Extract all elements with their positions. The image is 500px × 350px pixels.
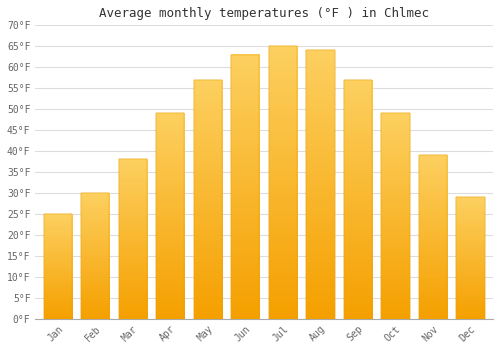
Bar bbox=[269, 46, 297, 318]
Bar bbox=[306, 50, 334, 318]
Bar bbox=[232, 55, 260, 318]
Bar bbox=[456, 197, 484, 318]
Bar bbox=[156, 113, 184, 318]
Bar bbox=[382, 113, 409, 318]
Bar bbox=[44, 214, 72, 318]
Bar bbox=[119, 159, 147, 318]
Bar bbox=[419, 155, 447, 318]
Title: Average monthly temperatures (°F ) in Chlmec: Average monthly temperatures (°F ) in Ch… bbox=[99, 7, 429, 20]
Bar bbox=[82, 193, 110, 318]
Bar bbox=[344, 80, 372, 318]
Bar bbox=[194, 80, 222, 318]
